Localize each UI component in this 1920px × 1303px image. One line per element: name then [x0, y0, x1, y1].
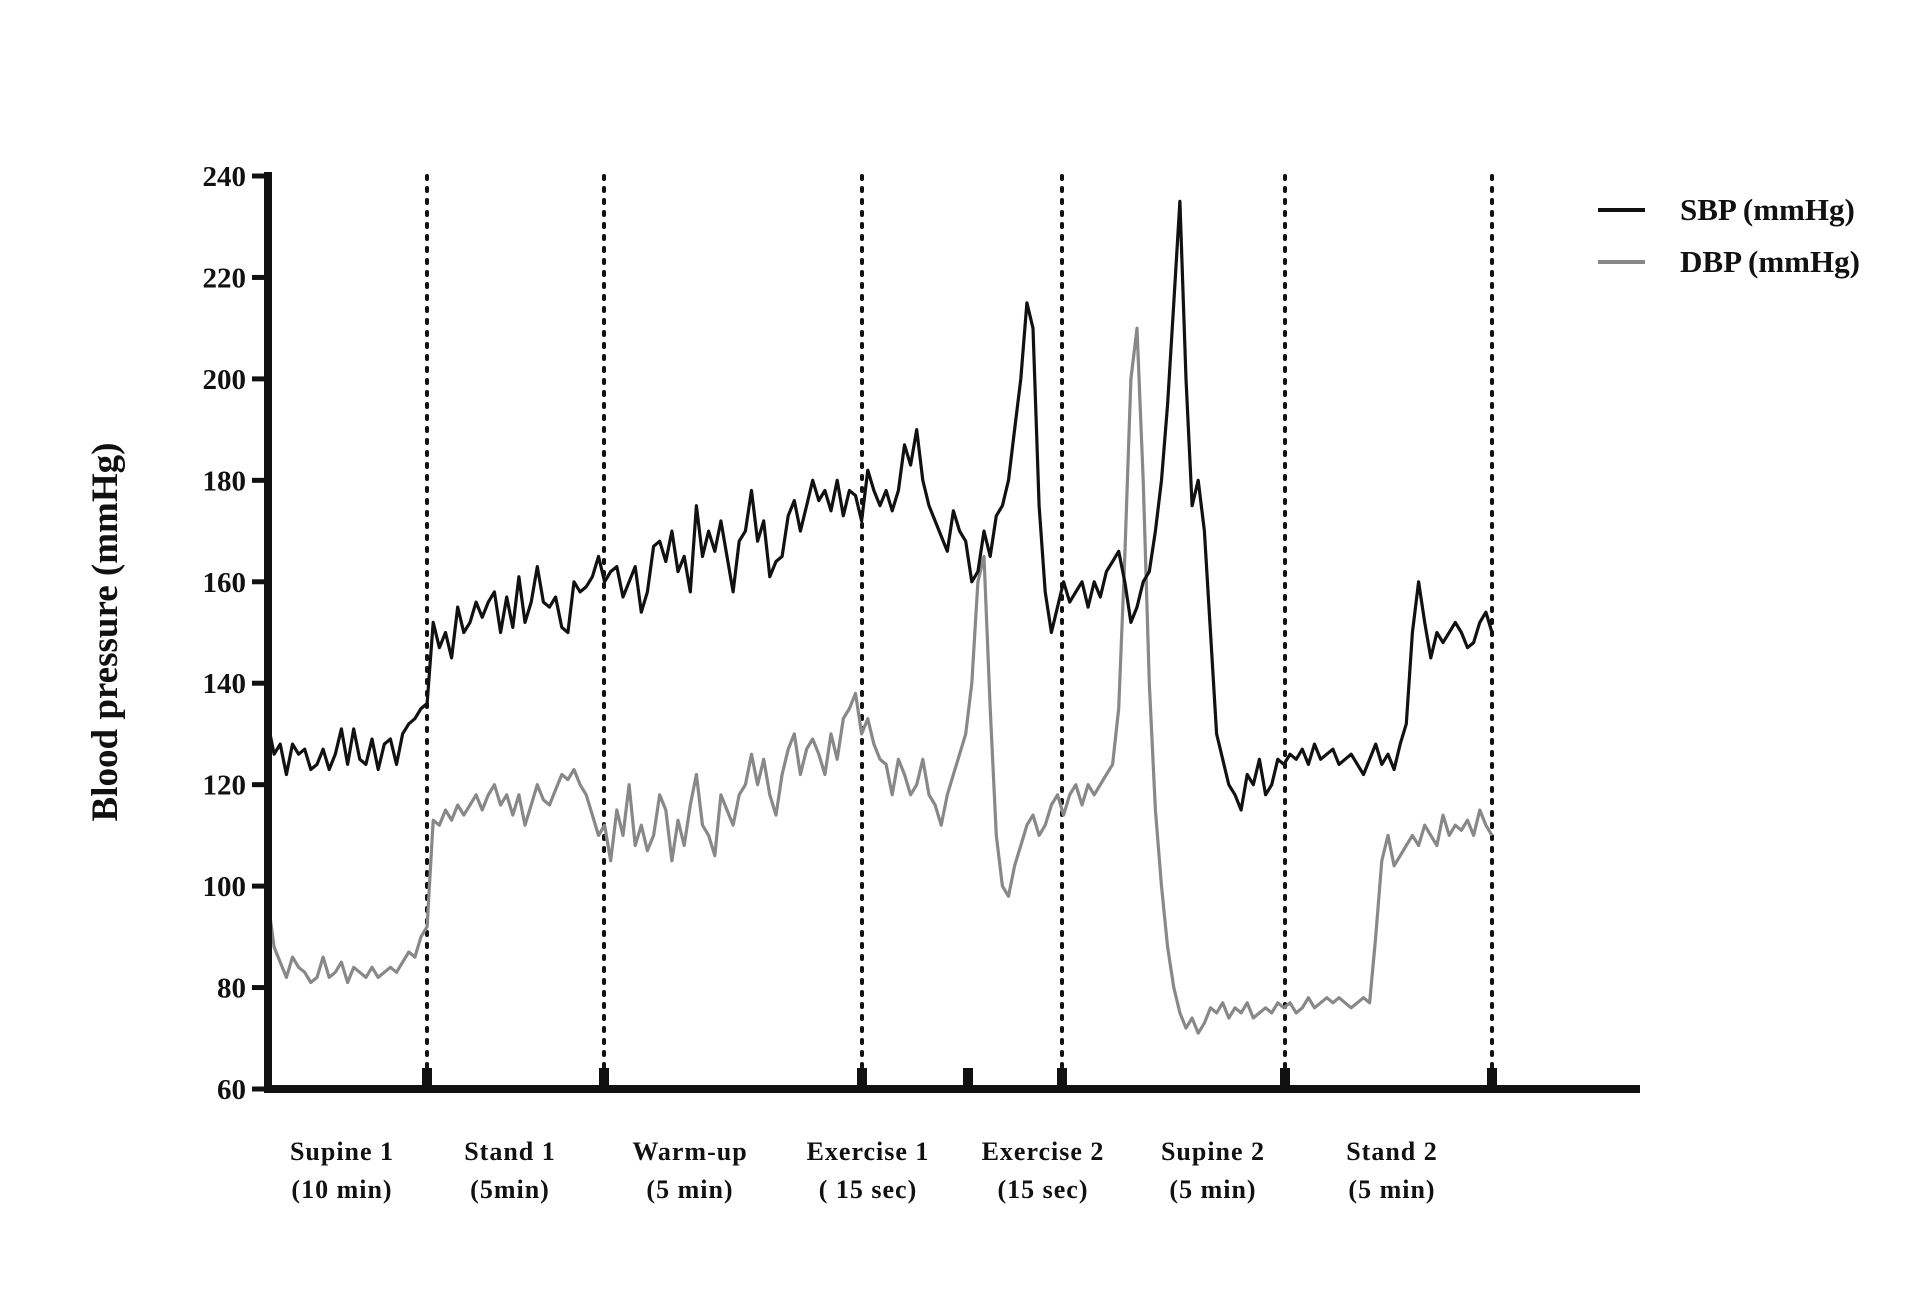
- phase-label: Supine 2: [1161, 1137, 1265, 1166]
- legend-label-dbp: DBP (mmHg): [1680, 244, 1860, 279]
- phase-dividers: [425, 174, 1494, 1087]
- x-tick-mark: [1487, 1068, 1497, 1086]
- phase-label: (5 min): [646, 1175, 733, 1204]
- x-tick-mark: [422, 1068, 432, 1086]
- phase-label: Stand 2: [1346, 1137, 1438, 1166]
- phase-labels: Supine 1 (10 min) Stand 1 (5min) Warm-up (5 m…: [290, 1137, 1438, 1204]
- phase-label: (5 min): [1169, 1175, 1256, 1204]
- y-axis-title: Blood pressure (mmHg): [85, 443, 126, 822]
- series-layer: [266, 199, 1494, 1035]
- phase-label: Exercise 2: [982, 1137, 1105, 1166]
- phase-label: (10 min): [291, 1175, 392, 1204]
- y-tick-label: 160: [203, 567, 247, 599]
- y-tick-label: 200: [203, 364, 247, 396]
- y-tick-label: 120: [203, 770, 247, 802]
- phase-label: Supine 1: [290, 1137, 394, 1166]
- y-tick-label: 140: [203, 668, 247, 700]
- x-tick-mark: [599, 1068, 609, 1086]
- y-tick-label: 180: [203, 465, 247, 497]
- phase-label: Warm-up: [632, 1137, 747, 1166]
- y-tick-label: 220: [203, 262, 247, 294]
- phase-label: Stand 1: [464, 1137, 556, 1166]
- y-tick-label: 80: [217, 973, 246, 1005]
- x-tick-mark: [857, 1068, 867, 1086]
- y-tick-label: 100: [203, 871, 247, 903]
- y-tick-label: 60: [217, 1074, 246, 1106]
- phase-label: (5 min): [1348, 1175, 1435, 1204]
- sbp-series-line: [266, 199, 1494, 812]
- phase-label: (15 sec): [997, 1175, 1088, 1204]
- phase-label: Exercise 1: [807, 1137, 930, 1166]
- legend-label-sbp: SBP (mmHg): [1680, 192, 1855, 227]
- x-tick-mark: [1280, 1068, 1290, 1086]
- y-tick-label: 240: [203, 161, 247, 193]
- legend: SBP (mmHg) DBP (mmHg): [1598, 192, 1860, 279]
- y-axis-ticks: 60 80 100 120 140 160 180 200 220 240: [203, 161, 1497, 1106]
- phase-label: (5min): [470, 1175, 550, 1204]
- dbp-series-line: [266, 326, 1494, 1035]
- x-tick-mark: [1057, 1068, 1067, 1086]
- x-tick-mark: [963, 1068, 973, 1086]
- phase-label: ( 15 sec): [819, 1175, 918, 1204]
